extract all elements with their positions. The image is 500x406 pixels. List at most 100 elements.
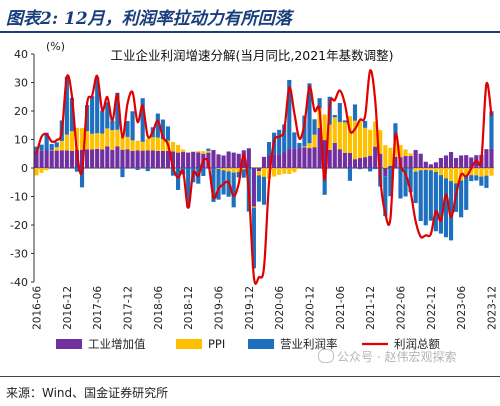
bar-ppi — [413, 168, 418, 172]
bar-industry — [110, 149, 115, 168]
bar-margin — [282, 124, 287, 153]
bar-ppi — [231, 168, 236, 173]
bar-margin — [352, 104, 358, 121]
bar-industry — [175, 152, 181, 168]
bar-ppi — [196, 151, 201, 153]
bar-margin — [236, 171, 241, 178]
bar-margin — [110, 120, 115, 131]
bar-margin — [363, 120, 368, 128]
bar-industry — [363, 157, 368, 168]
bar-ppi — [130, 140, 135, 151]
bar-industry — [59, 150, 64, 168]
bar-ppi — [433, 168, 438, 172]
bar-industry — [145, 150, 150, 168]
bar-ppi — [115, 129, 120, 147]
bar-ppi — [64, 134, 69, 151]
x-tick-label: 2019-12 — [244, 286, 256, 330]
bar-ppi — [226, 168, 231, 172]
bar-ppi — [125, 136, 130, 150]
y-tick-label: 30 — [14, 77, 28, 90]
bar-margin — [231, 172, 236, 208]
bar-industry — [469, 157, 474, 168]
y-tick-label: -10 — [10, 191, 28, 204]
bar-margin — [34, 146, 39, 151]
bar-margin — [312, 119, 317, 135]
bar-industry — [211, 150, 216, 168]
bar-industry — [105, 146, 110, 168]
y-axis: 40 30 20 10 0 -10 -20 -30 -40 — [10, 48, 34, 289]
bar-margin — [74, 168, 80, 172]
bar-industry — [272, 154, 277, 168]
bar-industry — [347, 152, 353, 168]
bar-industry — [160, 150, 165, 168]
bar-ppi — [287, 168, 292, 174]
bar-industry — [307, 148, 312, 168]
bar-margin — [388, 168, 393, 197]
bar-margin — [464, 176, 469, 210]
bar-ppi — [110, 130, 115, 150]
bar-margin — [484, 175, 489, 188]
bar-margin — [140, 98, 145, 142]
bar-margin — [165, 126, 171, 141]
bar-margin — [251, 207, 256, 269]
bar-margin — [69, 97, 74, 132]
bar-margin — [332, 114, 337, 118]
bar-industry — [337, 149, 342, 168]
bar-margin — [85, 105, 90, 132]
legend-ppi-label: PPI — [208, 337, 225, 351]
bar-margin — [201, 168, 206, 176]
bar-ppi — [272, 168, 277, 177]
bar-margin — [489, 111, 494, 149]
bar-ppi — [357, 121, 363, 159]
x-tick-label: 2021-06 — [335, 286, 347, 330]
bar-ppi — [428, 168, 433, 171]
source-note: 来源：Wind、国金证券研究所 — [6, 386, 169, 400]
bar-industry — [383, 168, 388, 177]
bar-ppi — [448, 168, 454, 182]
bar-industry — [438, 158, 443, 168]
bar-industry — [312, 147, 317, 168]
bar-industry — [251, 168, 256, 207]
title-divider — [0, 31, 500, 33]
bar-industry — [297, 148, 302, 168]
bar-ppi — [312, 134, 317, 148]
bar-margin — [90, 96, 95, 134]
bar-industry — [388, 166, 393, 168]
bar-ppi — [332, 117, 337, 143]
bar-industry — [221, 155, 226, 168]
y-tick-label: -20 — [10, 219, 28, 232]
bar-ppi — [337, 122, 342, 150]
bar-margin — [322, 168, 327, 195]
bar-margin — [474, 175, 479, 181]
bar-industry — [373, 146, 378, 169]
bar-ppi — [484, 168, 489, 176]
bar-margin — [135, 168, 140, 170]
bar-layer — [34, 76, 494, 269]
bar-margin — [49, 144, 54, 151]
x-tick-label: 2017-06 — [92, 286, 104, 330]
bar-margin — [443, 178, 449, 238]
bar-industry — [418, 153, 423, 168]
bar-industry — [155, 150, 160, 168]
bar-industry — [95, 148, 100, 168]
bar-industry — [322, 140, 327, 168]
bar-industry — [150, 150, 155, 168]
bar-ppi — [408, 153, 413, 157]
bar-ppi — [327, 124, 332, 150]
bar-industry — [459, 155, 464, 168]
bar-industry — [196, 152, 201, 168]
bar-ppi — [347, 116, 353, 153]
bar-ppi — [236, 168, 241, 172]
bar-margin — [398, 168, 403, 199]
bar-margin — [337, 103, 342, 123]
bar-margin — [64, 76, 69, 135]
bar-ppi — [100, 133, 105, 150]
bar-industry — [454, 158, 459, 168]
bar-industry — [69, 150, 74, 168]
bar-margin — [170, 168, 176, 176]
bar-ppi — [155, 137, 160, 151]
bar-margin — [342, 120, 347, 123]
bar-ppi — [74, 127, 80, 151]
bar-ppi — [443, 168, 449, 179]
bar-ppi — [201, 151, 206, 154]
